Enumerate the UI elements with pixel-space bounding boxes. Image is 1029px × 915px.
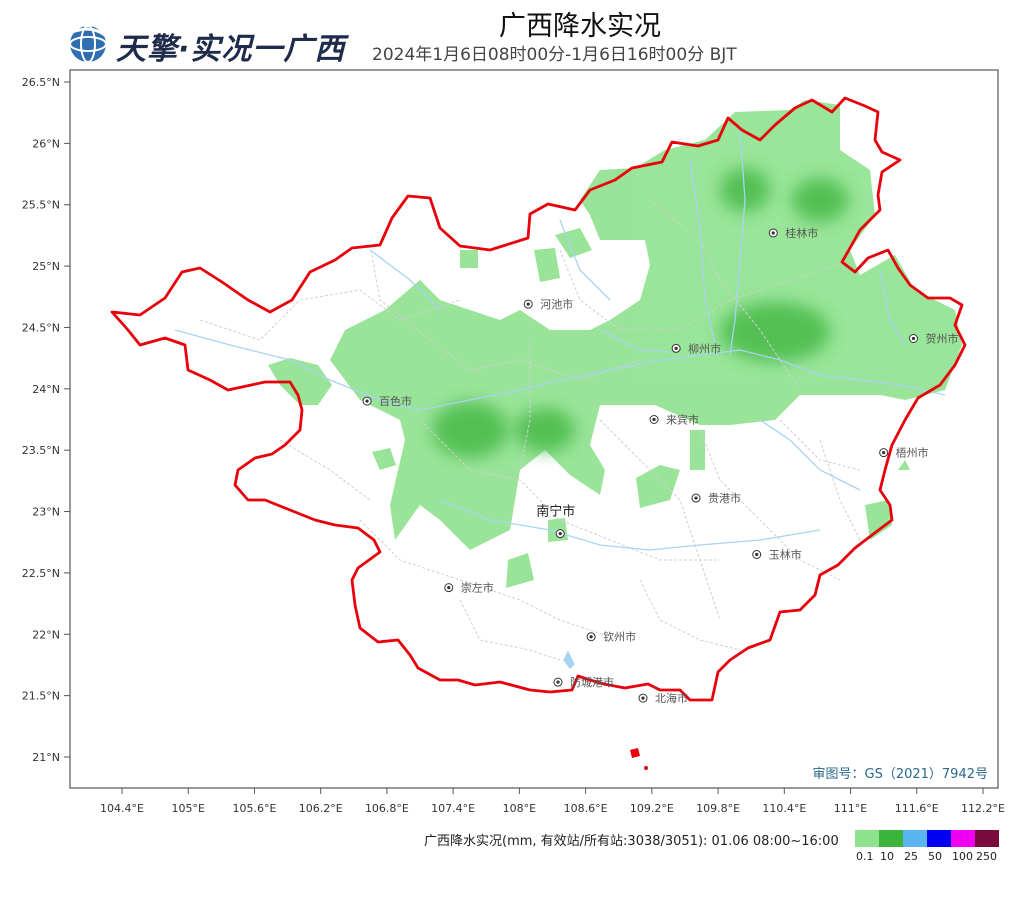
city-marker: 贵港市 — [691, 491, 741, 505]
legend-swatch — [975, 830, 999, 847]
lon-tick-label: 109.2°E — [630, 802, 674, 815]
city-marker-dot — [755, 552, 759, 557]
header: 天擎·实况一广西 广西降水实况 2024年1月6日08时00分-1月6日16时0… — [0, 0, 1029, 70]
city-marker: 崇左市 — [444, 581, 494, 595]
lat-tick-label: 24.5°N — [22, 321, 60, 334]
rivers — [174, 129, 946, 669]
lon-tick-label: 105°E — [172, 802, 205, 815]
city-marker: 玉林市 — [752, 548, 802, 562]
lat-tick-label: 22.5°N — [22, 567, 60, 580]
rainfall-area-moderate — [432, 168, 848, 458]
lon-tick-label: 111.6°E — [895, 802, 939, 815]
tianqing-logo: 天擎·实况一广西 — [68, 22, 368, 67]
lon-tick-label: 108°E — [503, 802, 536, 815]
city-label: 百色市 — [379, 394, 412, 408]
city-marker-dot — [526, 302, 530, 306]
city-marker-dot — [911, 336, 916, 341]
city-label: 北海市 — [655, 691, 688, 705]
city-label: 玉林市 — [769, 548, 802, 562]
legend-swatch — [903, 830, 927, 847]
legend-label: 广西降水实况(mm, 有效站/所有站:3038/3051): 01.06 08:… — [424, 834, 839, 849]
city-marker-dot — [447, 586, 451, 590]
city-marker: 百色市 — [362, 394, 412, 408]
legend-swatch — [879, 830, 903, 847]
city-marker-dot — [652, 417, 656, 422]
map-review-number: 审图号：GS（2021）7942号 — [813, 767, 989, 782]
city-label: 南宁市 — [536, 504, 575, 520]
city-label: 来宾市 — [666, 413, 699, 427]
legend-tick-label: 0.1 — [856, 850, 874, 863]
lat-tick-label: 26.5°N — [22, 76, 60, 89]
map-subtitle: 2024年1月6日08时00分-1月6日16时00分 BJT — [372, 45, 737, 65]
lon-tick-label: 106.2°E — [299, 802, 343, 815]
lat-tick-label: 25.5°N — [22, 199, 60, 212]
longitude-axis: 104.4°E 105°E 105.6°E 106.2°E 106.8°E 107.4°E… — [100, 788, 1005, 815]
lat-tick-label: 22°N — [32, 628, 60, 641]
city-label: 防城港市 — [570, 675, 614, 689]
city-marker: 防城港市 — [553, 675, 614, 689]
lat-tick-label: 26°N — [32, 137, 60, 150]
city-marker: 南宁市 — [536, 504, 575, 539]
legend-swatch — [951, 830, 975, 847]
weizhou-island — [630, 748, 640, 758]
city-marker-dot — [882, 451, 886, 455]
city-label: 钦州市 — [603, 630, 636, 644]
city-label: 河池市 — [540, 297, 573, 311]
lon-tick-label: 107.4°E — [431, 802, 475, 815]
lon-tick-label: 105.6°E — [232, 802, 276, 815]
city-marker: 钦州市 — [586, 630, 636, 644]
city-marker-dot — [771, 231, 775, 235]
city-marker-dot — [589, 635, 593, 639]
city-label: 柳州市 — [688, 341, 721, 355]
legend-tick-label: 50 — [928, 850, 942, 863]
city-marker: 梧州市 — [879, 446, 929, 460]
city-marker-dot — [556, 680, 560, 684]
city-label: 贵港市 — [708, 491, 741, 505]
city-marker: 北海市 — [638, 691, 688, 705]
legend-tick-label: 250 — [976, 850, 997, 863]
latitude-axis: 26.5°N 26°N 25.5°N 25°N 24.5°N 24°N 23.5°N 23°N… — [22, 76, 70, 764]
precipitation-legend: 0.1 10 25 50 100 250 — [855, 830, 1005, 878]
legend-tick-label: 25 — [904, 850, 918, 863]
city-label: 桂林市 — [785, 226, 818, 240]
legend-tick-label: 100 — [952, 850, 973, 863]
xieyang-island — [644, 766, 648, 770]
lat-tick-label: 21°N — [32, 751, 60, 764]
city-marker-dot — [365, 399, 369, 403]
city-label: 梧州市 — [896, 446, 929, 460]
lat-tick-label: 25°N — [32, 260, 60, 273]
lon-tick-label: 108.6°E — [564, 802, 608, 815]
lat-tick-label: 23.5°N — [22, 444, 60, 457]
guangxi-provincial-boundary — [110, 96, 967, 702]
globe-icon — [69, 25, 110, 63]
lon-tick-label: 112.2°E — [961, 802, 1005, 815]
map-title: 广西降水实况 — [499, 11, 661, 42]
legend-tick-label: 10 — [880, 850, 894, 863]
city-marker: 桂林市 — [768, 226, 818, 240]
lon-tick-label: 110.4°E — [762, 802, 806, 815]
logo-text: 天擎·实况一广西 — [116, 32, 346, 67]
city-marker: 来宾市 — [649, 413, 699, 427]
lat-tick-label: 23°N — [32, 506, 60, 519]
city-label: 贺州市 — [925, 332, 958, 346]
lon-tick-label: 106.8°E — [365, 802, 409, 815]
county-boundaries — [199, 199, 861, 661]
lat-tick-label: 24°N — [32, 383, 60, 396]
lon-tick-label: 109.8°E — [696, 802, 740, 815]
city-marker-dot — [558, 532, 562, 536]
city-marker-dot — [641, 696, 645, 700]
city-marker-dot — [694, 496, 698, 500]
lon-tick-label: 104.4°E — [100, 802, 144, 815]
city-marker: 柳州市 — [671, 341, 721, 355]
city-label: 崇左市 — [461, 581, 494, 595]
city-marker: 贺州市 — [908, 332, 958, 346]
city-marker-dot — [674, 346, 678, 350]
lat-tick-label: 21.5°N — [22, 690, 60, 703]
legend-swatch — [855, 830, 879, 847]
lon-tick-label: 111°E — [834, 802, 867, 815]
city-marker: 河池市 — [523, 297, 573, 311]
legend-swatch — [927, 830, 951, 847]
